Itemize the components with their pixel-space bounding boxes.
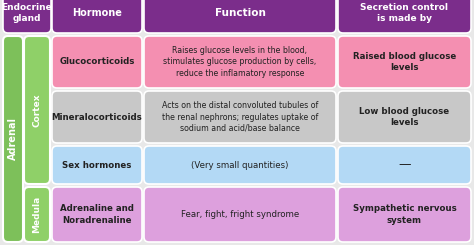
Text: Endocrine
gland: Endocrine gland [1,3,52,23]
FancyBboxPatch shape [144,0,336,33]
Text: Mineralocorticoids: Mineralocorticoids [52,112,142,122]
Text: —: — [398,159,411,172]
Text: Secretion control
is made by: Secretion control is made by [361,3,448,23]
Text: Function: Function [215,8,265,18]
FancyBboxPatch shape [144,91,336,143]
FancyBboxPatch shape [52,36,142,88]
FancyBboxPatch shape [144,187,336,242]
Text: Acts on the distal convoluted tubules of
the renal nephrons; regulates uptake of: Acts on the distal convoluted tubules of… [162,101,318,133]
Text: Fear, fight, fright syndrome: Fear, fight, fright syndrome [181,210,299,219]
FancyBboxPatch shape [24,187,50,242]
FancyBboxPatch shape [52,0,142,33]
FancyBboxPatch shape [338,146,471,184]
Text: Low blood glucose
levels: Low blood glucose levels [359,107,449,127]
Text: (Very small quantities): (Very small quantities) [191,160,289,170]
FancyBboxPatch shape [144,146,336,184]
Text: Raises glucose levels in the blood,
stimulates glucose production by cells,
redu: Raises glucose levels in the blood, stim… [164,46,317,78]
Text: Raised blood glucose
levels: Raised blood glucose levels [353,52,456,72]
FancyBboxPatch shape [52,146,142,184]
Text: Adrenaline and
Noradrenaline: Adrenaline and Noradrenaline [60,204,134,225]
Text: Adrenal: Adrenal [8,118,18,160]
Text: Sex hormones: Sex hormones [62,160,132,170]
FancyBboxPatch shape [24,36,50,184]
FancyBboxPatch shape [3,0,51,33]
FancyBboxPatch shape [338,0,471,33]
Text: Sympathetic nervous
system: Sympathetic nervous system [353,204,456,225]
FancyBboxPatch shape [338,36,471,88]
Text: Glucocorticoids: Glucocorticoids [59,58,135,66]
Text: Hormone: Hormone [72,8,122,18]
Text: Cortex: Cortex [33,93,42,127]
FancyBboxPatch shape [52,91,142,143]
FancyBboxPatch shape [52,187,142,242]
FancyBboxPatch shape [338,91,471,143]
Text: Medula: Medula [33,196,42,233]
FancyBboxPatch shape [3,36,23,242]
FancyBboxPatch shape [144,36,336,88]
FancyBboxPatch shape [338,187,471,242]
